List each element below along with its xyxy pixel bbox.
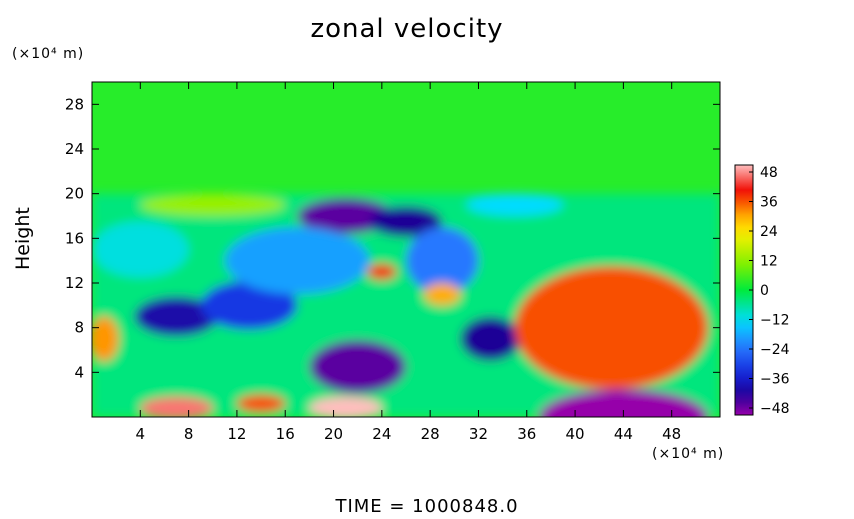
field-cell bbox=[514, 266, 708, 390]
x-axis: 4 8 12 16 20 24 28 32 36 40 44 48 bbox=[136, 82, 681, 443]
x-tick-label: 12 bbox=[227, 425, 246, 443]
colorbar-tick-label: −48 bbox=[760, 401, 790, 417]
time-annotation: TIME = 1000848.0 bbox=[335, 496, 519, 517]
x-tick-label: 16 bbox=[276, 425, 295, 443]
x-tick-label: 36 bbox=[517, 425, 536, 443]
field-cell bbox=[367, 264, 397, 280]
chart-title: zonal velocity bbox=[310, 14, 504, 44]
x-tick-label: 48 bbox=[662, 425, 681, 443]
colorbar-tick-label: 12 bbox=[760, 254, 778, 270]
field-cell bbox=[200, 280, 298, 330]
colorbar-tick-label: 24 bbox=[760, 224, 778, 240]
field-cell bbox=[309, 339, 407, 394]
y-tick-label: 20 bbox=[65, 185, 84, 203]
x-axis-unit: (×10⁴ m) bbox=[652, 446, 725, 462]
x-tick-label: 20 bbox=[324, 425, 343, 443]
x-tick-label: 32 bbox=[469, 425, 488, 443]
field-cell bbox=[92, 316, 119, 362]
field-cell bbox=[140, 396, 213, 417]
field-cell bbox=[236, 394, 286, 413]
colorbar-tick-label: 0 bbox=[760, 283, 769, 299]
colorbar-tick-label: 36 bbox=[760, 195, 778, 211]
plot-frame bbox=[91, 81, 721, 418]
field-cell bbox=[369, 205, 443, 238]
x-tick-label: 4 bbox=[136, 425, 146, 443]
field-cell bbox=[297, 198, 394, 234]
field-cell bbox=[406, 227, 479, 295]
colorbar-tick-label: 48 bbox=[760, 165, 778, 181]
y-tick-label: 16 bbox=[65, 229, 84, 247]
field-cell bbox=[424, 283, 461, 306]
field-cell bbox=[538, 389, 708, 417]
x-tick-label: 28 bbox=[421, 425, 440, 443]
field-cell bbox=[134, 296, 219, 337]
colorbar-tick-label: −36 bbox=[760, 372, 790, 388]
y-axis: 4 8 12 16 20 24 28 bbox=[65, 95, 720, 381]
x-tick-label: 8 bbox=[184, 425, 194, 443]
y-tick-label: 12 bbox=[65, 274, 84, 292]
field-cell bbox=[140, 193, 286, 216]
colorbar-tick-label: −24 bbox=[760, 342, 790, 358]
y-tick-label: 8 bbox=[74, 319, 84, 337]
x-tick-label: 24 bbox=[372, 425, 391, 443]
field-cell bbox=[224, 227, 370, 295]
y-tick-label: 4 bbox=[74, 363, 84, 381]
field-cell bbox=[460, 316, 521, 362]
y-tick-label: 28 bbox=[65, 95, 84, 113]
x-tick-label: 40 bbox=[566, 425, 585, 443]
y-tick-label: 24 bbox=[65, 140, 84, 158]
field-cell bbox=[466, 193, 563, 216]
x-tick-label: 44 bbox=[614, 425, 633, 443]
colorbar: 48 36 24 12 0 −12 −24 −36 −48 bbox=[734, 164, 790, 417]
y-axis-unit: (×10⁴ m) bbox=[12, 46, 85, 62]
field-cell bbox=[309, 396, 382, 417]
field-blobs bbox=[92, 193, 720, 417]
colorbar-tick-label: −12 bbox=[760, 313, 790, 329]
heatmap-field bbox=[92, 82, 720, 417]
field-cell bbox=[92, 221, 189, 278]
